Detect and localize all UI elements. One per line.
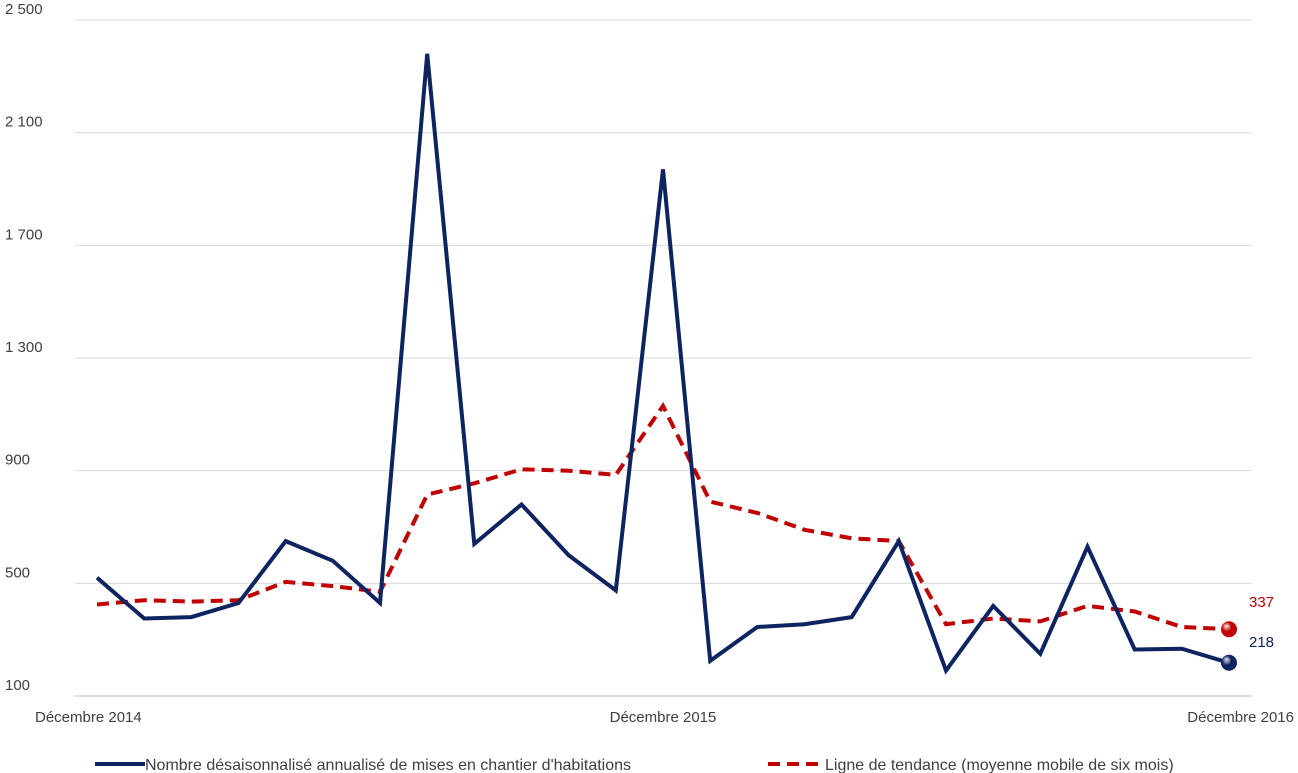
gridlines: [75, 19, 1252, 697]
y-tick-label: 500: [5, 564, 30, 581]
y-tick-label: 1 700: [5, 226, 43, 243]
y-tick-label: 1 300: [5, 339, 43, 356]
series-line-housing-starts: [95, 53, 1230, 675]
end-value-label: 218: [1249, 634, 1274, 651]
y-tick-label: 100: [5, 677, 30, 694]
y-tick-label: 2 500: [5, 1, 43, 18]
series-line-trend: [96, 401, 1230, 632]
legend-label: Nombre désaisonnalisé annualisé de mises…: [145, 757, 631, 773]
y-tick-label: 900: [5, 452, 30, 469]
legend: Nombre désaisonnalisé annualisé de mises…: [95, 757, 1174, 773]
axes: 100 500 900 1 300 1 700 2 100 2 500 Décembre 20…: [5, 1, 1294, 726]
legend-label: Ligne de tendance (moyenne mobile de six…: [825, 757, 1174, 773]
end-point-marker: [1221, 654, 1237, 671]
y-tick-label: 2 100: [5, 114, 43, 131]
end-value-label: 337: [1249, 594, 1274, 611]
x-tick-label: Décembre 2015: [610, 709, 717, 726]
series-lines: [95, 53, 1230, 675]
end-markers: 337 218: [1221, 594, 1274, 671]
end-point-marker: [1221, 621, 1237, 638]
x-tick-label: Décembre 2014: [35, 709, 142, 726]
x-tick-label: Décembre 2016: [1187, 709, 1294, 726]
